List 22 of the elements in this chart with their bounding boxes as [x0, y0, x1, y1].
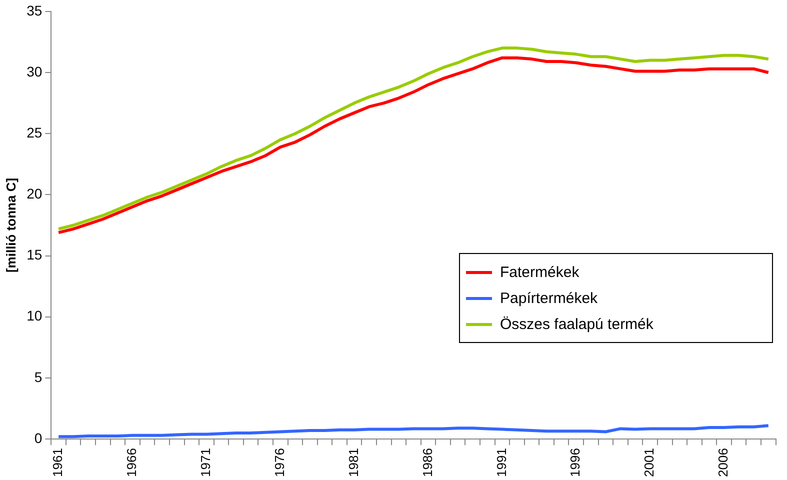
x-tick-label: 2001 — [642, 448, 657, 477]
y-tick-label: 35 — [26, 2, 42, 18]
x-tick-label: 1971 — [198, 448, 214, 477]
x-tick-label: 1966 — [124, 448, 140, 477]
x-tick-label: 1981 — [346, 448, 361, 477]
y-tick-label: 25 — [26, 124, 42, 140]
legend-label: Összes faalapú termék — [500, 316, 654, 332]
legend-label: Fatermékek — [500, 264, 580, 280]
x-tick-label: 1996 — [568, 448, 583, 477]
y-tick-label: 30 — [26, 63, 42, 80]
x-tick-label: 2006 — [716, 448, 731, 477]
x-tick-label: 1991 — [494, 448, 509, 477]
y-tick-label: 0 — [34, 430, 42, 446]
y-tick-label: 15 — [26, 246, 42, 263]
y-tick-label: 20 — [26, 186, 42, 202]
legend-label: Papírtermékek — [500, 290, 598, 306]
x-tick-label: 1961 — [50, 448, 66, 477]
y-axis-title: [millió tonna C] — [3, 178, 18, 273]
y-tick-label: 5 — [34, 368, 42, 385]
x-tick-label: 1986 — [420, 448, 435, 477]
x-tick-label: 1976 — [272, 448, 287, 477]
y-tick-label: 10 — [26, 308, 42, 324]
